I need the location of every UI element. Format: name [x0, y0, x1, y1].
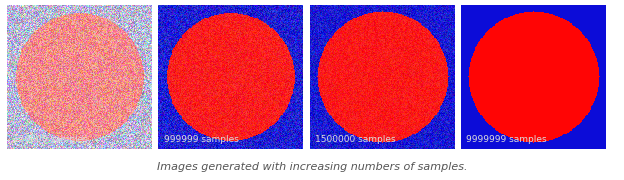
Text: 9999999 samples: 9999999 samples — [466, 135, 547, 144]
Text: 1500000 samples: 1500000 samples — [315, 135, 396, 144]
Text: Images generated with increasing numbers of samples.: Images generated with increasing numbers… — [157, 162, 467, 172]
Text: 999999 samples: 999999 samples — [164, 135, 239, 144]
Text: 150000 samples: 150000 samples — [13, 135, 88, 144]
